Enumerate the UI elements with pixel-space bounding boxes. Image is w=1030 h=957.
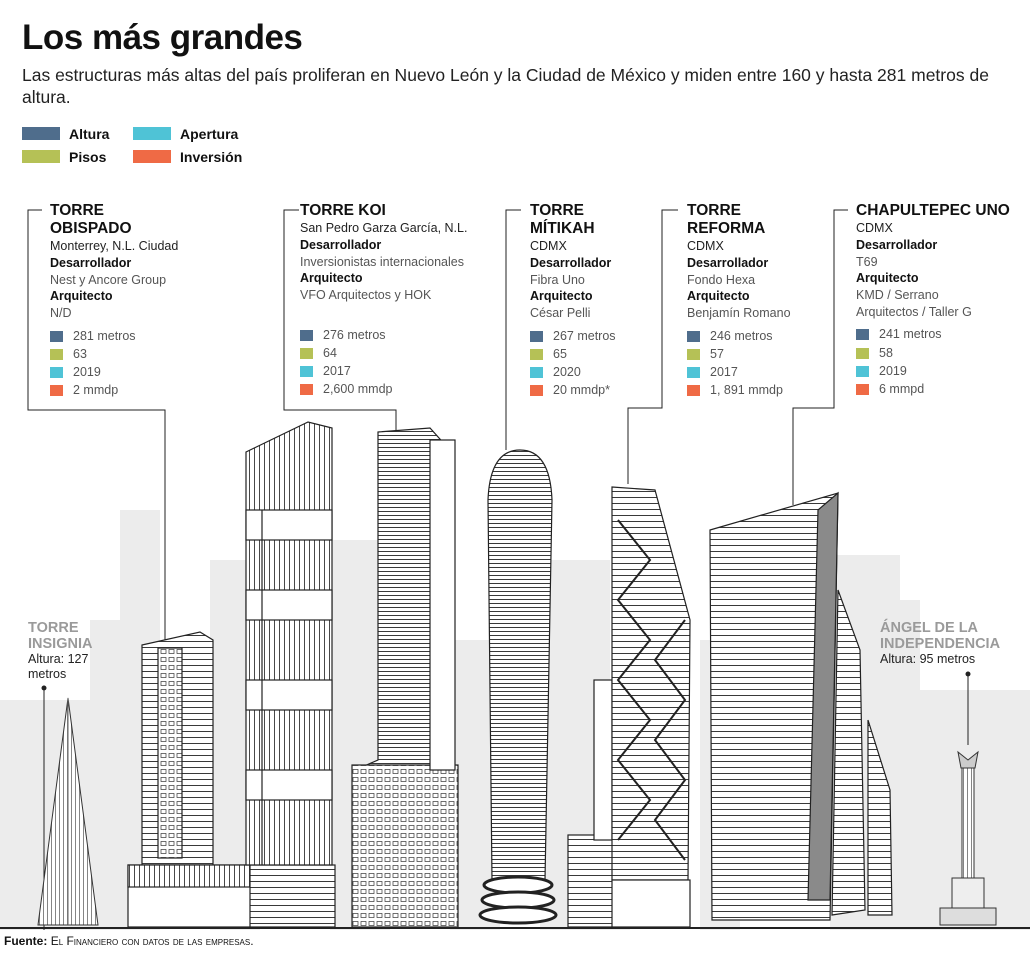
stat-investment: 2 mmdp <box>50 382 250 400</box>
tower-card-chapultepec-uno: CHAPULTEPEC UNO CDMX Desarrollador T69 A… <box>856 202 1026 399</box>
developer-label: Desarrollador <box>530 255 612 270</box>
developer-label: Desarrollador <box>856 237 938 252</box>
torre-insignia-drawing <box>37 697 99 926</box>
tower-card-mitikah: TORRE MÍTIKAH CDMX Desarrollador Fibra Un… <box>530 202 660 400</box>
legend-label: Apertura <box>180 125 239 142</box>
tower-developer: Fibra Uno <box>530 272 585 287</box>
stat-year: 2019 <box>50 363 250 381</box>
tower-developer: Fondo Hexa <box>687 272 756 287</box>
developer-label: Desarrollador <box>687 255 769 270</box>
tower-architect: N/D <box>50 306 72 321</box>
stat-floors: 65 <box>530 345 660 363</box>
page-subtitle: Las estructuras más altas del país proli… <box>22 65 989 107</box>
page-title: Los más grandes <box>22 18 303 57</box>
chapultepec-uno-drawing <box>709 491 893 921</box>
stat-investment: 2,600 mmdp <box>300 381 500 399</box>
tower-location: CDMX <box>530 239 567 253</box>
legend-label: Altura <box>69 125 110 142</box>
torre-reforma-drawing <box>567 486 691 928</box>
torre-koi-drawing <box>245 421 333 866</box>
torre-insignia-label: TORRE INSIGNIA Altura: 127 metros <box>28 620 93 681</box>
cylinder-tower-drawing <box>478 449 558 925</box>
tower-name: TORRE MÍTIKAH <box>530 202 595 237</box>
tower-developer: T69 <box>856 254 878 269</box>
architect-label: Arquitecto <box>687 289 750 304</box>
stat-height: 276 metros <box>300 326 500 344</box>
tower-developer: Nest y Ancore Group <box>50 272 167 287</box>
legend-label: Inversión <box>180 148 243 165</box>
tower-card-reforma: TORRE REFORMA CDMX Desarrollador Fondo He… <box>687 202 832 400</box>
ground-line <box>0 927 1030 929</box>
architect-label: Arquitecto <box>530 289 593 304</box>
stat-floors: 57 <box>687 345 832 363</box>
developer-label: Desarrollador <box>300 237 382 252</box>
legend-swatch <box>133 127 171 140</box>
tower-architect: Benjamín Romano <box>687 306 791 321</box>
legend-item-pisos: Pisos <box>22 145 109 168</box>
legend-swatch <box>22 150 60 163</box>
tower-name: CHAPULTEPEC UNO <box>856 202 1010 219</box>
tower-name: TORRE KOI <box>300 202 386 219</box>
tower-architect: César Pelli <box>530 306 591 321</box>
tower-architect: KMD / Serrano <box>856 288 939 303</box>
stat-investment: 1, 891 mmdp <box>687 382 832 400</box>
legend-col-2: Apertura Inversión <box>133 122 242 168</box>
tower-name: TORRE OBISPADO <box>50 202 132 237</box>
torre-obispado-drawing <box>127 631 336 928</box>
legend-col-1: Altura Pisos <box>22 122 109 168</box>
torre-mitikah-drawing <box>351 427 459 928</box>
stat-year: 2020 <box>530 363 660 381</box>
architect-label: Arquitecto <box>50 289 113 304</box>
source-note: Fuente: El Financiero con datos de las e… <box>4 934 254 948</box>
architect-label: Arquitecto <box>856 271 919 286</box>
tower-architect: Arquitectos / Taller G <box>856 304 972 319</box>
stat-floors: 63 <box>50 345 250 363</box>
legend-swatch <box>22 127 60 140</box>
tower-location: CDMX <box>856 221 893 235</box>
stat-floors: 58 <box>856 344 1026 362</box>
stat-year: 2017 <box>300 362 500 380</box>
tower-developer: Inversionistas internacionales <box>300 254 464 269</box>
stat-year: 2017 <box>687 363 832 381</box>
tower-location: Monterrey, N.L. Ciudad <box>50 239 179 253</box>
tower-architect: VFO Arquitectos y HOK <box>300 288 432 303</box>
developer-label: Desarrollador <box>50 255 132 270</box>
tower-location: CDMX <box>687 239 724 253</box>
legend-item-inversion: Inversión <box>133 145 242 168</box>
legend-label: Pisos <box>69 148 107 165</box>
stat-height: 281 metros <box>50 327 250 345</box>
stat-height: 267 metros <box>530 327 660 345</box>
legend-item-apertura: Apertura <box>133 122 242 145</box>
stat-year: 2019 <box>856 362 1026 380</box>
stat-height: 246 metros <box>687 327 832 345</box>
tower-card-obispado: TORRE OBISPADO Monterrey, N.L. Ciudad Des… <box>50 202 250 400</box>
legend-item-altura: Altura <box>22 122 109 145</box>
angel-independencia-drawing <box>939 750 997 926</box>
leader-lines <box>27 209 969 930</box>
stat-floors: 64 <box>300 344 500 362</box>
angel-independencia-label: ÁNGEL DE LA INDEPENDENCIA Altura: 95 metr… <box>880 620 1001 666</box>
tower-location: San Pedro Garza García, N.L. <box>300 221 468 235</box>
stat-investment: 6 mmpd <box>856 380 1026 398</box>
stat-investment: 20 mmdp* <box>530 382 660 400</box>
tower-card-koi: TORRE KOI San Pedro Garza García, N.L. D… <box>300 202 500 399</box>
architect-label: Arquitecto <box>300 271 363 286</box>
tower-name: TORRE REFORMA <box>687 202 766 237</box>
legend-swatch <box>133 150 171 163</box>
stat-height: 241 metros <box>856 326 1026 344</box>
